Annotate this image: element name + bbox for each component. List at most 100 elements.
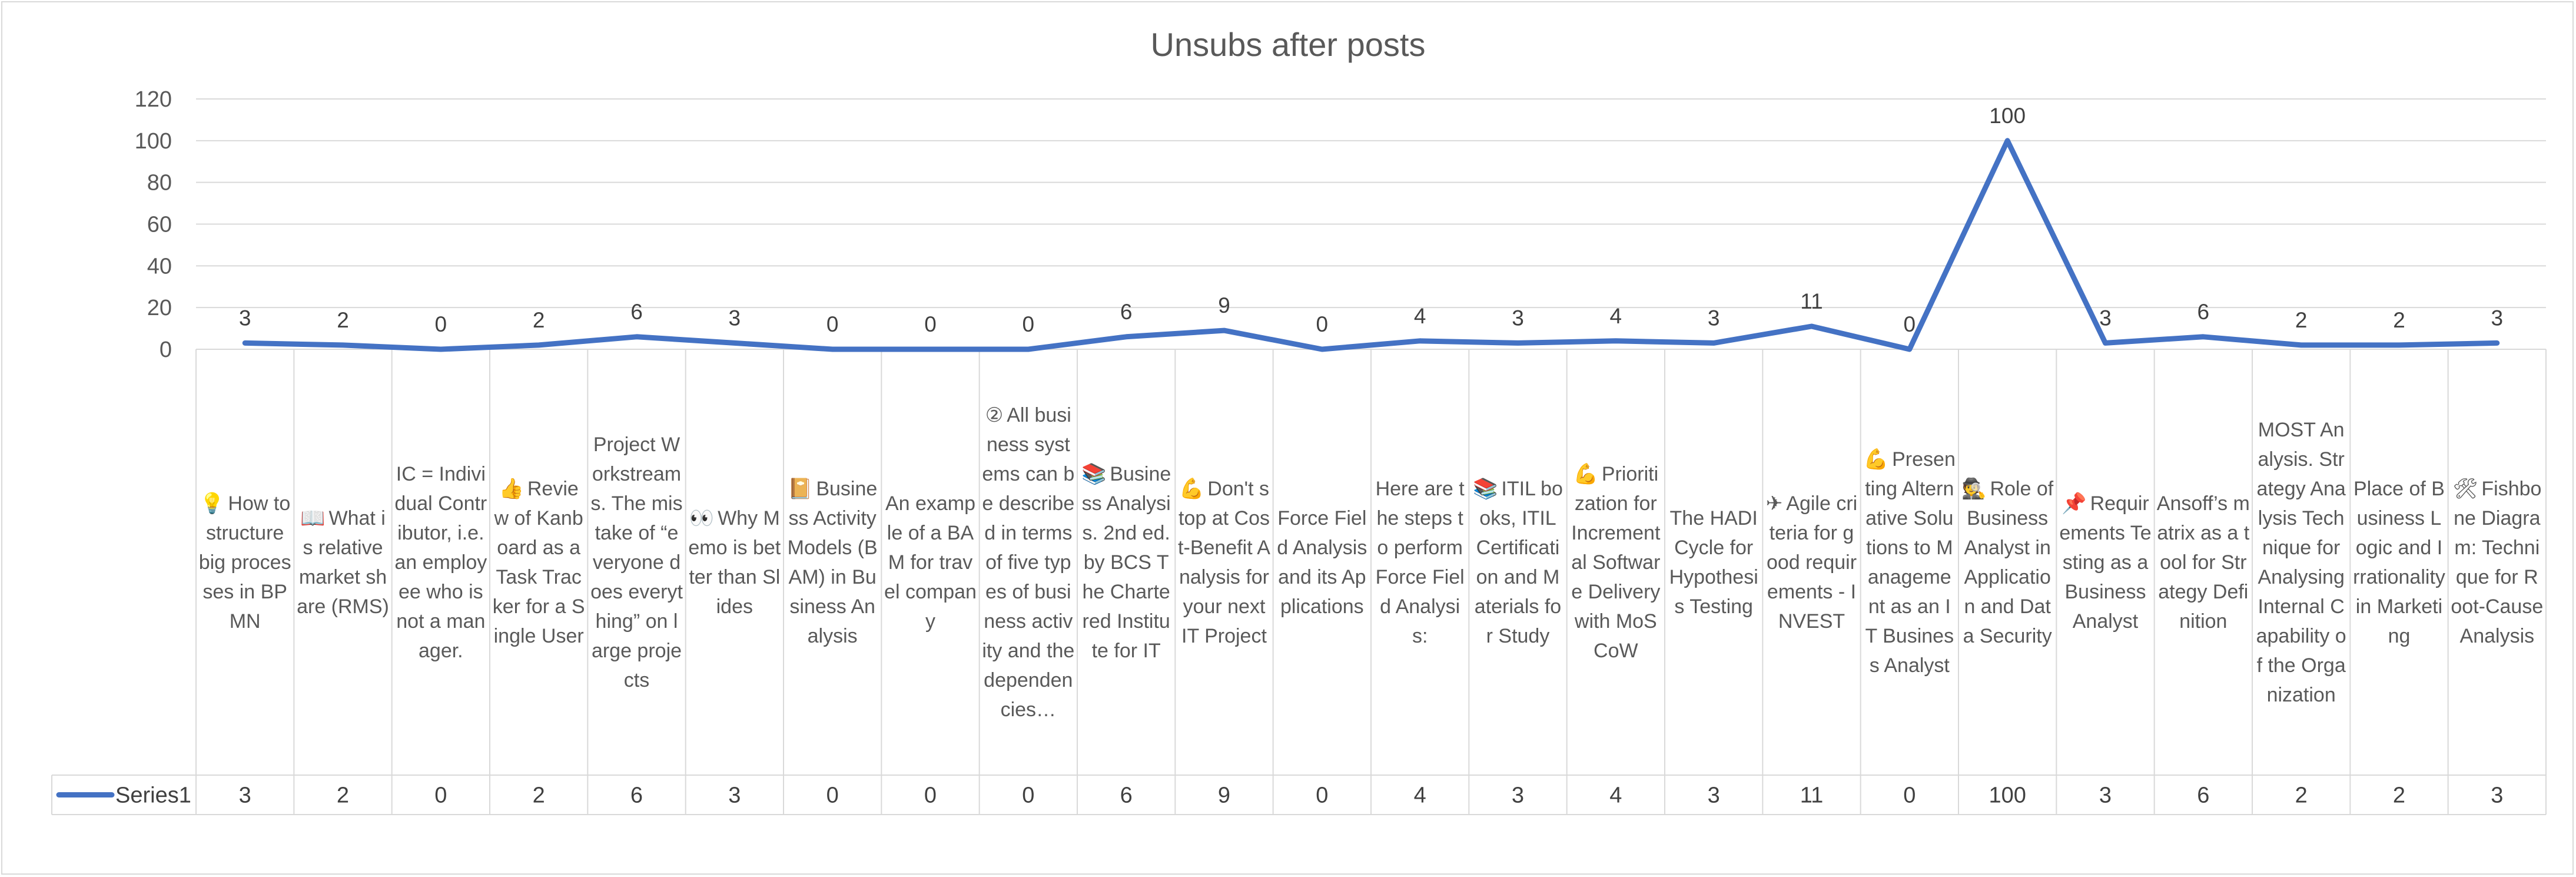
category-label-text: Review of Kanboard as a Task Tracker for… bbox=[492, 477, 585, 647]
y-tick-label: 40 bbox=[147, 254, 172, 279]
category-label-text: How to structure big processes in BPMN bbox=[198, 492, 291, 633]
category-label: MOST Analysis. Strategy Analysis Techniq… bbox=[2252, 352, 2350, 773]
data-table-values: 3 2 0 2 6 3 0 0 0 6 9 0 4 3 4 3 11 0 100 3 6 2 2 3 bbox=[239, 783, 2504, 808]
data-label: 0 bbox=[924, 312, 937, 336]
table-value-cell: 3 bbox=[1708, 783, 1720, 808]
table-value-cell: 0 bbox=[826, 783, 839, 808]
category-label-text: Prioritization for Incremental Software … bbox=[1571, 462, 1661, 662]
tools-icon: 🛠 bbox=[2452, 477, 2478, 500]
y-tick-label: 20 bbox=[147, 296, 172, 320]
table-value-cell: 2 bbox=[2393, 783, 2405, 808]
table-value-cell: 0 bbox=[434, 783, 447, 808]
gridlines bbox=[196, 98, 2546, 350]
category-label: Force Field Analysis and its Application… bbox=[1273, 352, 1371, 773]
category-label: ✈ Agile criteria for good requirements - … bbox=[1762, 352, 1860, 773]
table-value-cell: 3 bbox=[2491, 783, 2503, 808]
category-label: Here are the steps to perform Force Fiel… bbox=[1371, 352, 1469, 773]
category-label: 💡 How to structure big processes in BPMN bbox=[196, 352, 294, 773]
table-value-cell: 6 bbox=[630, 783, 643, 808]
category-label: 💪 Prioritization for Incremental Software… bbox=[1567, 352, 1665, 773]
table-value-cell: 0 bbox=[1022, 783, 1034, 808]
data-label: 6 bbox=[1120, 300, 1133, 324]
category-label-text: All business systems can be described in… bbox=[982, 403, 1075, 721]
legend-series-name: Series1 bbox=[115, 783, 191, 808]
category-label-text: Why Memo is better than Slides bbox=[688, 507, 781, 618]
data-label: 2 bbox=[337, 308, 349, 332]
category-label: 📔 Business Activity Models (BAM) in Busin… bbox=[784, 352, 881, 773]
data-label: 0 bbox=[435, 312, 447, 336]
table-value-cell: 4 bbox=[1609, 783, 1622, 808]
table-value-cell: 6 bbox=[1120, 783, 1133, 808]
table-value-cell: 3 bbox=[1512, 783, 1524, 808]
category-label: Ansoff’s matrix as a tool for Strategy D… bbox=[2155, 352, 2252, 773]
category-label-text: Business Activity Models (BAM) in Busine… bbox=[787, 477, 878, 647]
data-label: 6 bbox=[630, 300, 643, 324]
data-label: 6 bbox=[2197, 300, 2210, 324]
y-tick-label: 80 bbox=[147, 171, 172, 196]
pushpin-icon: 📌 bbox=[2062, 492, 2087, 515]
category-label-text: What is relative market share (RMS) bbox=[297, 507, 389, 618]
table-value-cell: 4 bbox=[1414, 783, 1426, 808]
data-label: 0 bbox=[1316, 312, 1329, 336]
category-label-text: An example of a BAM for travel company bbox=[884, 492, 977, 633]
detective-icon: 🕵 bbox=[1961, 477, 1987, 500]
data-label: 0 bbox=[826, 312, 839, 336]
flexed-bicep-icon: 💪 bbox=[1179, 477, 1204, 500]
category-label: 📖 What is relative market share (RMS) bbox=[294, 352, 391, 773]
category-label: IC = Individual Contributor, i.e. an emp… bbox=[392, 352, 490, 773]
y-tick-label: 100 bbox=[135, 129, 172, 154]
category-label-text: Here are the steps to perform Force Fiel… bbox=[1375, 477, 1465, 647]
category-label: 💪 Presenting Alternative Solutions to Man… bbox=[1861, 352, 1958, 773]
data-label: 3 bbox=[1708, 306, 1720, 330]
table-value-cell: 2 bbox=[337, 783, 349, 808]
series-line-series1 bbox=[242, 138, 2500, 352]
category-label-text: Agile criteria for good requirements - I… bbox=[1766, 492, 1858, 633]
category-label-text: Force Field Analysis and its Application… bbox=[1277, 507, 1367, 618]
data-table-grid bbox=[51, 349, 2547, 815]
category-label: 💪 Don't stop at Cost-Benefit Analysis for… bbox=[1175, 352, 1273, 773]
flexed-bicep-icon: 💪 bbox=[1863, 448, 1889, 471]
table-value-cell: 3 bbox=[2099, 783, 2112, 808]
legend-key: Series1 bbox=[56, 783, 191, 808]
category-label-text: Place of Business Logic and Irrationalit… bbox=[2353, 477, 2445, 647]
data-labels: 3 2 0 2 6 3 0 0 0 6 9 0 4 3 4 3 11 0 100 3 6 2 2 3 bbox=[239, 104, 2503, 336]
data-label: 4 bbox=[1414, 304, 1426, 328]
books-stack-icon: 📚 bbox=[1081, 462, 1107, 485]
table-value-cell: 3 bbox=[728, 783, 741, 808]
table-value-cell: 0 bbox=[1316, 783, 1328, 808]
data-label: 4 bbox=[1610, 304, 1622, 328]
y-axis-ticks: 0 20 40 60 80 100 120 bbox=[135, 87, 172, 362]
category-label-text: IC = Individual Contributor, i.e. an emp… bbox=[394, 462, 487, 662]
flexed-bicep-icon: 💪 bbox=[1573, 462, 1598, 485]
data-label: 2 bbox=[2393, 308, 2405, 332]
category-label: ② All business systems can be described i… bbox=[980, 352, 1077, 773]
table-value-cell: 6 bbox=[2197, 783, 2209, 808]
eyes-icon: 👀 bbox=[689, 507, 715, 529]
category-label: 📌 Requirements Testing as a Business Anal… bbox=[2056, 352, 2154, 773]
table-value-cell: 0 bbox=[924, 783, 937, 808]
category-label-text: MOST Analysis. Strategy Analysis Techniq… bbox=[2256, 418, 2346, 706]
table-value-cell: 3 bbox=[239, 783, 251, 808]
table-value-cell: 9 bbox=[1218, 783, 1230, 808]
books-stack-icon: 📚 bbox=[1473, 477, 1498, 500]
category-label-text: Project Workstreams. The mistake of “eve… bbox=[590, 433, 683, 691]
book-icon: 📔 bbox=[788, 477, 813, 500]
category-label: An example of a BAM for travel company bbox=[881, 352, 979, 773]
data-label: 3 bbox=[2099, 306, 2112, 330]
category-label-text: Ansoff’s matrix as a tool for Strategy D… bbox=[2156, 492, 2250, 633]
data-label: 3 bbox=[729, 306, 741, 330]
category-label: The HADI Cycle for Hypothesis Testing bbox=[1665, 352, 1762, 773]
y-tick-label: 60 bbox=[147, 213, 172, 237]
category-label-text: Role of Business Analyst in Application … bbox=[1963, 477, 2054, 647]
y-tick-label: 120 bbox=[135, 87, 172, 112]
table-value-cell: 100 bbox=[1989, 783, 2026, 808]
y-tick-label: 0 bbox=[160, 337, 172, 362]
lightbulb-icon: 💡 bbox=[200, 492, 225, 515]
category-label: 🛠 Fishbone Diagram: Technique for Root-Ca… bbox=[2448, 352, 2546, 773]
category-label: 📚 Business Analysis. 2nd ed. by BCS The C… bbox=[1077, 352, 1175, 773]
chart-title: Unsubs after posts bbox=[1151, 26, 1426, 63]
data-label: 0 bbox=[1904, 312, 1916, 336]
open-book-icon: 📖 bbox=[300, 507, 326, 529]
data-label: 3 bbox=[1512, 306, 1524, 330]
